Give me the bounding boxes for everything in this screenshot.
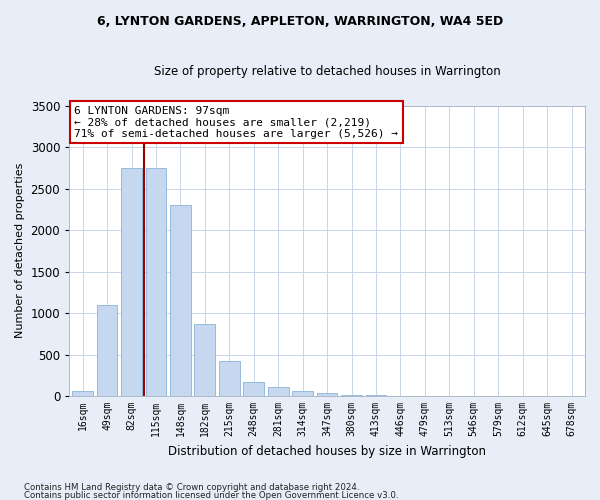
Text: 6 LYNTON GARDENS: 97sqm
← 28% of detached houses are smaller (2,219)
71% of semi: 6 LYNTON GARDENS: 97sqm ← 28% of detache… — [74, 106, 398, 139]
Bar — [97, 305, 118, 396]
Bar — [292, 391, 313, 396]
Bar — [268, 387, 289, 396]
Text: Contains HM Land Registry data © Crown copyright and database right 2024.: Contains HM Land Registry data © Crown c… — [24, 484, 359, 492]
Bar — [72, 392, 93, 396]
Bar — [170, 205, 191, 396]
Bar — [194, 324, 215, 396]
Text: Contains public sector information licensed under the Open Government Licence v3: Contains public sector information licen… — [24, 490, 398, 500]
Y-axis label: Number of detached properties: Number of detached properties — [15, 163, 25, 338]
Bar — [244, 382, 264, 396]
Bar — [146, 168, 166, 396]
Bar — [219, 361, 240, 396]
Title: Size of property relative to detached houses in Warrington: Size of property relative to detached ho… — [154, 65, 500, 78]
Bar — [341, 395, 362, 396]
Bar — [317, 393, 337, 396]
Text: 6, LYNTON GARDENS, APPLETON, WARRINGTON, WA4 5ED: 6, LYNTON GARDENS, APPLETON, WARRINGTON,… — [97, 15, 503, 28]
X-axis label: Distribution of detached houses by size in Warrington: Distribution of detached houses by size … — [168, 444, 486, 458]
Bar — [121, 168, 142, 396]
